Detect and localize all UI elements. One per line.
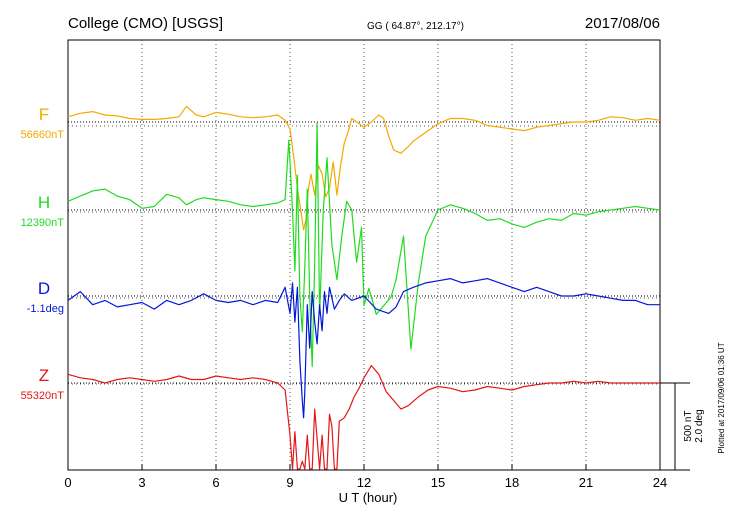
x-tick-label: 6: [212, 475, 219, 490]
scale-bar-deg-label: 2.0 deg: [694, 409, 705, 442]
x-tick-label: 18: [505, 475, 519, 490]
coordinates-label: GG ( 64.87°, 212.17°): [367, 21, 464, 32]
series-name-d: D: [38, 279, 50, 298]
series-labels: F 56660nT H 12390nT D -1.1deg Z 55320nT: [21, 105, 65, 402]
x-axis-ticks: 0 3 6 9 12 15 18 21 24: [64, 464, 667, 490]
x-tick-label: 9: [286, 475, 293, 490]
trace-d: [67, 278, 660, 419]
x-axis-title: U T (hour): [339, 490, 398, 505]
series-name-h: H: [38, 193, 50, 212]
plot-grid: [68, 40, 660, 470]
scale-bar-nt-label: 500 nT: [683, 410, 694, 441]
series-baseline-d: -1.1deg: [27, 303, 64, 315]
plotted-timestamp: Plotted at 2017/09/06 01:36 UT: [717, 342, 726, 453]
series-name-f: F: [39, 105, 49, 124]
trace-h: [67, 122, 661, 368]
series-traces: [67, 105, 661, 470]
series-name-z: Z: [39, 366, 49, 385]
x-tick-label: 0: [64, 475, 71, 490]
scale-bar: 500 nT 2.0 deg: [660, 382, 705, 471]
x-tick-label: 3: [138, 475, 145, 490]
x-tick-label: 24: [653, 475, 667, 490]
trace-z: [67, 365, 660, 470]
date-label: 2017/08/06: [585, 15, 660, 32]
series-baseline-h: 12390nT: [21, 217, 65, 229]
x-tick-label: 15: [431, 475, 445, 490]
station-title: College (CMO) [USGS]: [68, 15, 223, 32]
x-tick-label: 12: [357, 475, 371, 490]
trace-f: [67, 105, 661, 231]
x-tick-label: 21: [579, 475, 593, 490]
series-baseline-z: 55320nT: [21, 390, 65, 402]
series-baseline-f: 56660nT: [21, 129, 65, 141]
